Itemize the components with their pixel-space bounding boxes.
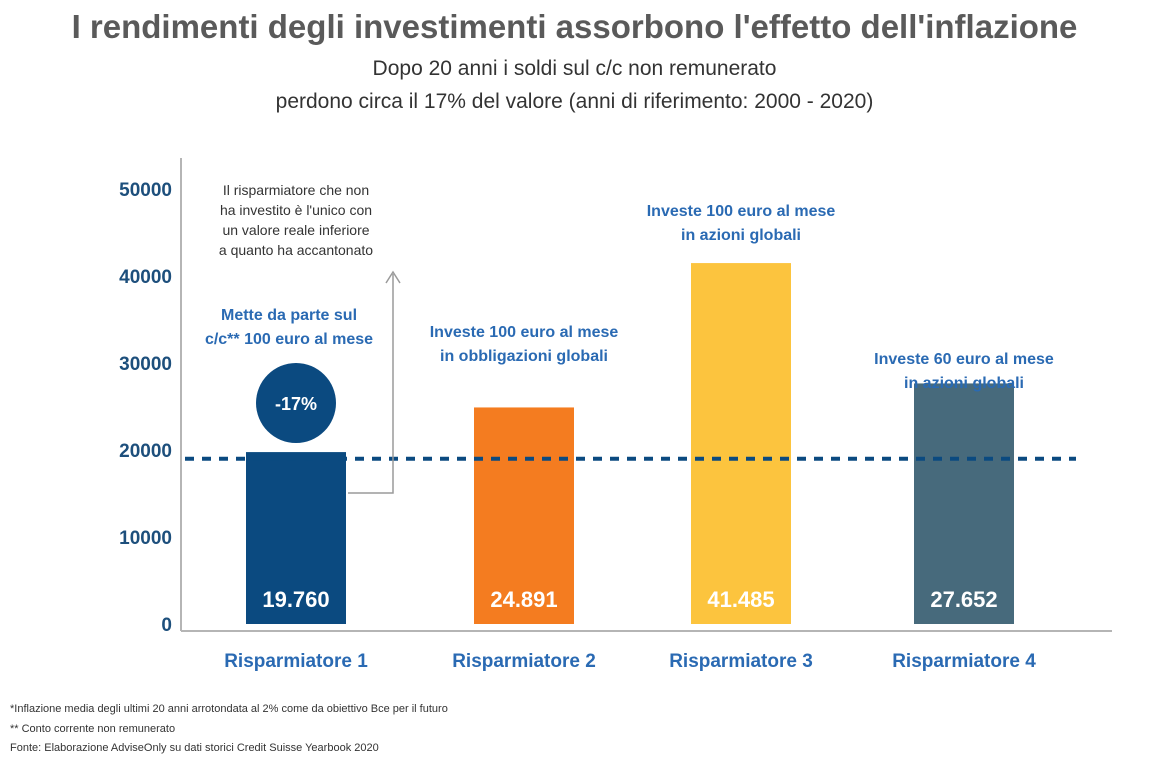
chart-subtitle-line-2: perdono circa il 17% del valore (anni di… [275,90,874,113]
bar-annotation: in azioni globali [681,227,801,244]
callout-arrowhead [385,270,401,284]
x-tick-label: Risparmiatore 1 [224,651,368,672]
bar-value-label: 41.485 [707,587,774,612]
callout-text: ha investito è l'unico con [220,202,372,218]
percent-badge-label: -17% [275,394,317,414]
bar-value-label: 24.891 [490,587,557,612]
callout-text: un valore reale inferiore [222,222,369,238]
bar-annotation: Investe 100 euro al mese [430,324,619,341]
bar-annotation: Investe 100 euro al mese [647,203,836,220]
x-tick-label: Risparmiatore 2 [452,651,596,672]
y-tick-label: 10000 [119,528,172,549]
y-tick-label: 20000 [119,441,172,462]
bar-annotation: Investe 60 euro al mese [874,351,1054,368]
bar-annotation: in azioni globali [904,375,1024,392]
bar-3 [691,263,791,624]
callout-text: a quanto ha accantonato [219,242,373,258]
bar-annotation: Mette da parte sul [221,307,357,324]
chart-title: I rendimenti degli investimenti assorbon… [71,8,1078,45]
x-tick-label: Risparmiatore 3 [669,651,813,672]
callout-text: Il risparmiatore che non [223,182,369,198]
bar-2 [474,407,574,624]
bar-1 [246,452,346,624]
percent-badge [256,363,336,443]
y-tick-label: 40000 [119,267,172,288]
y-tick-label: 30000 [119,354,172,375]
chart-subtitle-line-1: Dopo 20 anni i soldi sul c/c non remuner… [372,57,777,80]
bar-4 [914,383,1014,624]
footnote-source: Fonte: Elaborazione AdviseOnly su dati s… [10,742,379,754]
bar-annotation: in obbligazioni globali [440,348,608,365]
x-tick-label: Risparmiatore 4 [892,651,1036,672]
y-tick-label: 50000 [119,180,172,201]
bar-value-label: 27.652 [930,587,997,612]
bar-value-label: 19.760 [262,587,329,612]
callout-connector [348,274,394,494]
bar-annotation: c/c** 100 euro al mese [205,331,373,348]
y-tick-label: 0 [161,615,172,636]
footnote-inflation: *Inflazione media degli ultimi 20 anni a… [10,703,448,715]
footnote-current-account: ** Conto corrente non remunerato [10,723,176,735]
